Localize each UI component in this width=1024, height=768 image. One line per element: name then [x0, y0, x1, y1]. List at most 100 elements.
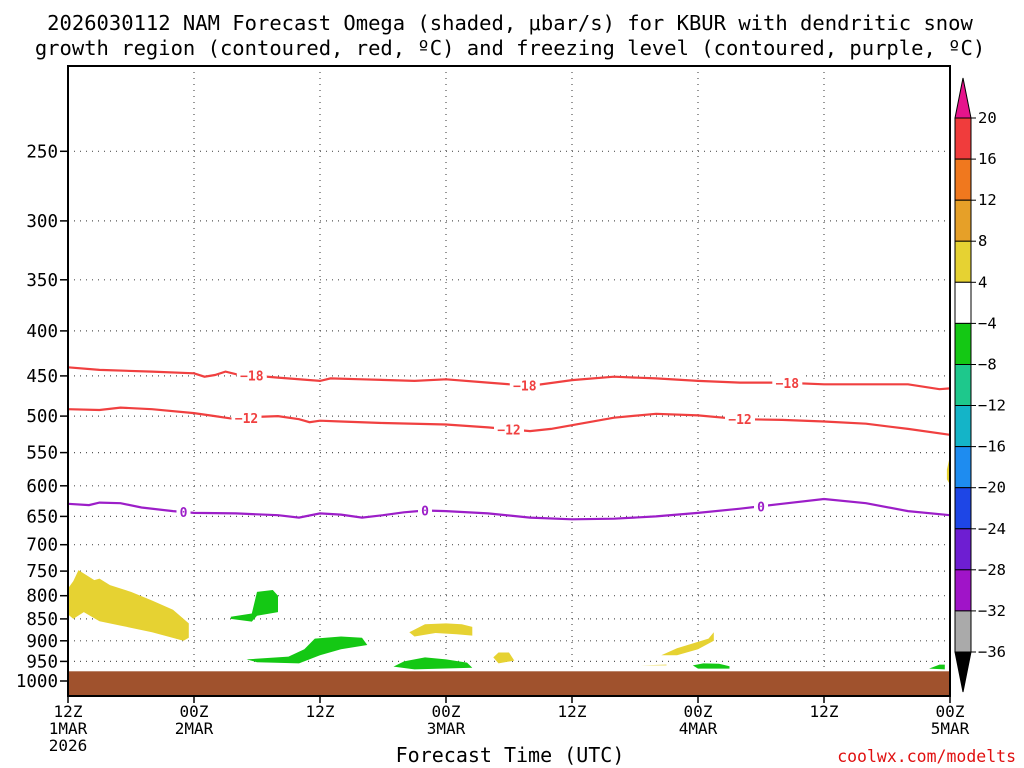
omega-region: [68, 570, 189, 641]
y-tick-label: 1000: [16, 672, 58, 692]
omega-region: [929, 664, 945, 670]
colorbar-swatch: [954, 528, 972, 571]
x-tick-label: 2026: [49, 736, 88, 755]
colorbar-swatch: [954, 199, 972, 242]
chart-title-line2: growth region (contoured, red, ºC) and f…: [35, 36, 985, 60]
y-tick-label: 400: [26, 322, 58, 342]
y-tick-label: 650: [26, 507, 58, 527]
x-tick-label: 12Z: [558, 702, 587, 721]
colorbar-swatch: [954, 610, 972, 653]
omega-region: [661, 632, 714, 656]
contour-label: 0: [180, 506, 188, 521]
contour-label-bg: [725, 411, 755, 428]
colorbar-label: 20: [978, 109, 997, 127]
y-tick-label: 850: [26, 610, 58, 630]
y-tick-label: 300: [26, 212, 58, 232]
colorbar-swatch: [954, 281, 972, 324]
contour-label-bg: [236, 367, 267, 384]
colorbar-bottom-cap: [954, 651, 972, 693]
colorbar-swatch: [954, 569, 972, 612]
colorbar-label: −8: [978, 356, 997, 374]
colorbar-swatch: [954, 487, 972, 530]
x-tick-label: 00Z: [432, 702, 461, 721]
x-axis-label: Forecast Time (UTC): [396, 743, 625, 767]
contour-label-bg: [418, 502, 432, 519]
omega-region: [640, 664, 667, 666]
colorbar-swatch: [954, 405, 972, 448]
x-tick-label: 5MAR: [931, 719, 970, 738]
contour-label: 0: [757, 500, 765, 515]
credit-link[interactable]: coolwx.com/modelts: [837, 747, 1016, 766]
x-tick-label: 12Z: [54, 702, 83, 721]
x-tick-label: 3MAR: [427, 719, 466, 738]
y-tick-label: 800: [26, 587, 58, 607]
y-tick-label: 250: [26, 142, 58, 162]
colorbar-top-cap: [954, 77, 972, 119]
colorbar-swatch: [954, 117, 972, 160]
y-tick-label: 950: [26, 652, 58, 672]
colorbar-label: −12: [978, 397, 1006, 415]
colorbar-label: −20: [978, 479, 1006, 497]
contour-label-bg: [494, 421, 524, 438]
plot-background: [68, 66, 950, 696]
x-tick-label: 00Z: [180, 702, 209, 721]
y-tick-label: 350: [26, 271, 58, 291]
chart-title-line1: 2026030112 NAM Forecast Omega (shaded, μ…: [47, 11, 973, 35]
contour-label: −18: [513, 380, 537, 395]
omega-region: [230, 590, 278, 622]
colorbar-swatch: [954, 446, 972, 489]
contour-label-bg: [231, 410, 262, 426]
omega-region: [692, 663, 730, 669]
colorbar-swatch: [954, 364, 972, 407]
y-tick-label: 600: [26, 477, 58, 497]
contour-label: 0: [421, 505, 429, 520]
omega-region: [493, 652, 515, 664]
colorbar-label: 12: [978, 191, 997, 209]
y-tick-label: 550: [26, 444, 58, 464]
contour-label-bg: [509, 377, 540, 394]
colorbar-label: −32: [978, 602, 1006, 620]
x-tick-label: 00Z: [684, 702, 713, 721]
contour-label: −12: [497, 423, 520, 438]
colorbar-swatch: [954, 322, 972, 365]
contour-label-bg: [754, 498, 768, 515]
x-tick-label: 00Z: [936, 702, 965, 721]
contour-label: −12: [728, 413, 751, 428]
contour-label: −18: [776, 377, 800, 392]
contour-label: −12: [235, 412, 258, 427]
y-tick-label: 700: [26, 536, 58, 556]
temperature-contours: −18 −18 −18 −12 −12 −12 0 0 0: [67, 366, 951, 521]
x-tick-label: 2MAR: [175, 719, 214, 738]
omega-region: [246, 636, 368, 664]
omega-region: [409, 623, 473, 637]
omega-shaded-regions: [68, 456, 950, 670]
colorbar-label: 16: [978, 150, 997, 168]
x-tick-label: 1MAR: [49, 719, 88, 738]
colorbar-label: −4: [978, 314, 997, 332]
y-tick-label: 900: [26, 632, 58, 652]
colorbar-swatch: [954, 240, 972, 283]
contour-label-bg: [176, 504, 191, 520]
colorbar-swatch: [954, 158, 972, 201]
ground-surface: [68, 671, 950, 696]
colorbar-label: −28: [978, 561, 1006, 579]
colorbar-label: −24: [978, 520, 1006, 538]
x-tick-label: 12Z: [810, 702, 839, 721]
x-tick-label: 12Z: [306, 702, 335, 721]
y-axis-pressure: 2503003504004505005506006507007508008509…: [16, 142, 68, 692]
colorbar-label: −36: [978, 643, 1006, 661]
colorbar: 20 16 12 8 4 −4 −8 −12 −16 −20 −24 −28 −32 −36: [954, 77, 1006, 693]
colorbar-label: 8: [978, 232, 987, 250]
contour-label-bg: [772, 374, 803, 391]
omega-region: [393, 657, 473, 670]
colorbar-label: 4: [978, 273, 987, 291]
y-tick-label: 750: [26, 562, 58, 582]
contour-line: [67, 366, 951, 391]
y-tick-label: 500: [26, 407, 58, 427]
y-tick-label: 450: [26, 367, 58, 387]
plot-area: −18 −18 −18 −12 −12 −12 0 0 0: [67, 65, 951, 697]
plot-border: [67, 65, 951, 697]
x-tick-label: 4MAR: [679, 719, 718, 738]
